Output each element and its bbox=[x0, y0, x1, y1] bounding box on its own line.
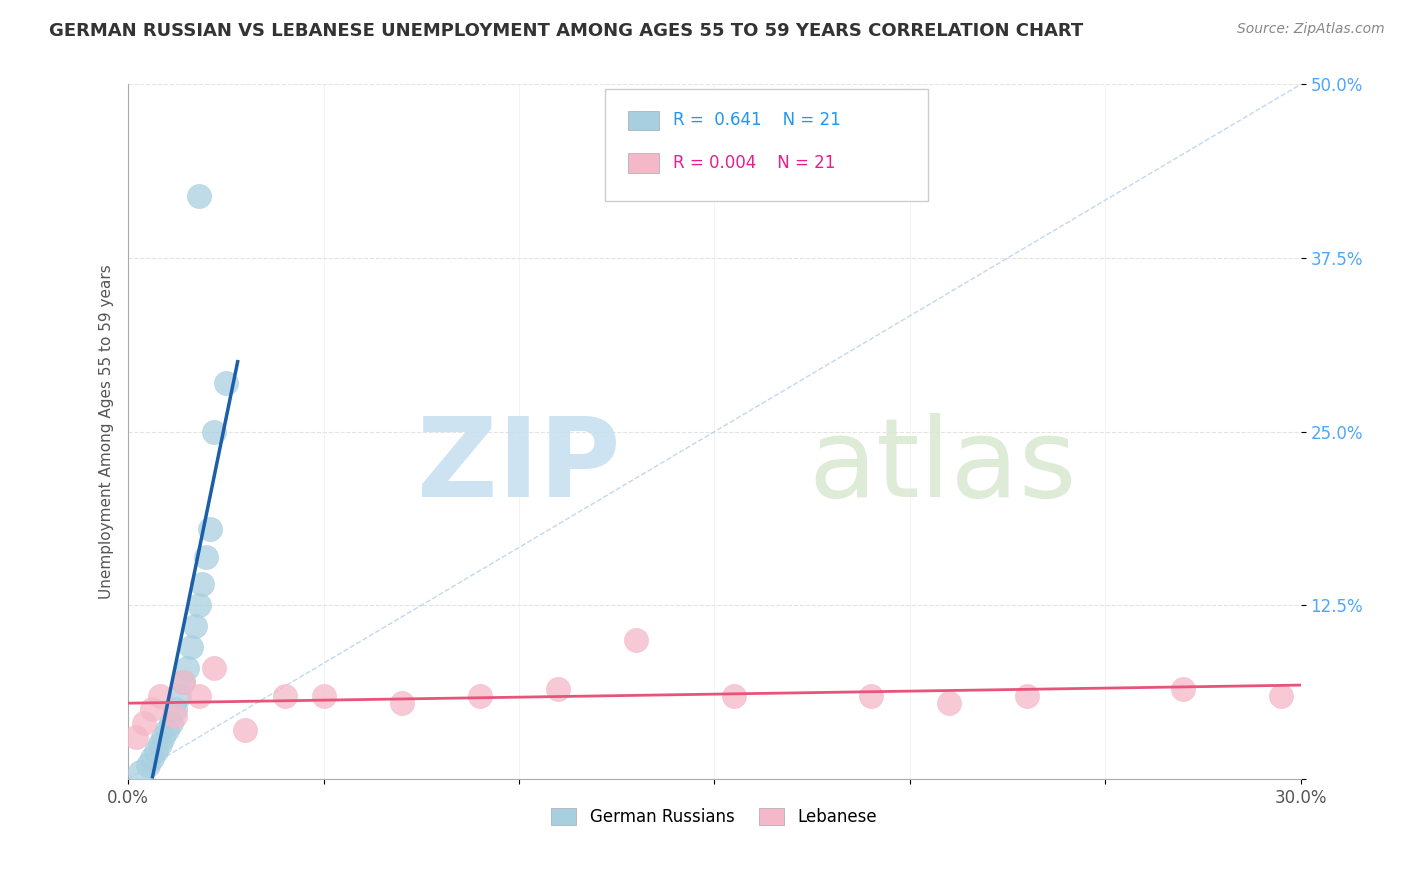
Point bbox=[215, 376, 238, 390]
Point bbox=[183, 619, 205, 633]
Point bbox=[172, 674, 194, 689]
Point bbox=[125, 731, 148, 745]
Text: Source: ZipAtlas.com: Source: ZipAtlas.com bbox=[1237, 22, 1385, 37]
Point bbox=[176, 661, 198, 675]
Text: ZIP: ZIP bbox=[418, 413, 620, 520]
Point bbox=[859, 689, 882, 703]
Point bbox=[136, 758, 159, 772]
Point bbox=[132, 716, 155, 731]
Point bbox=[148, 689, 170, 703]
Point bbox=[141, 751, 163, 765]
Point bbox=[180, 640, 202, 654]
Text: atlas: atlas bbox=[808, 413, 1077, 520]
Point bbox=[200, 522, 222, 536]
Point bbox=[938, 696, 960, 710]
Point bbox=[167, 689, 190, 703]
Point bbox=[723, 689, 745, 703]
Point bbox=[160, 716, 183, 731]
Point bbox=[202, 425, 225, 439]
Point bbox=[273, 689, 295, 703]
Point bbox=[1270, 689, 1292, 703]
Point bbox=[187, 599, 209, 613]
Point bbox=[152, 731, 174, 745]
Legend: German Russians, Lebanese: German Russians, Lebanese bbox=[544, 802, 884, 833]
Text: R =  0.641    N = 21: R = 0.641 N = 21 bbox=[673, 112, 841, 129]
Point bbox=[172, 674, 194, 689]
Point bbox=[626, 633, 648, 648]
Point bbox=[187, 188, 209, 202]
Point bbox=[148, 737, 170, 751]
Text: R = 0.004    N = 21: R = 0.004 N = 21 bbox=[673, 154, 835, 172]
Point bbox=[1173, 681, 1195, 696]
Point bbox=[391, 696, 413, 710]
Text: GERMAN RUSSIAN VS LEBANESE UNEMPLOYMENT AMONG AGES 55 TO 59 YEARS CORRELATION CH: GERMAN RUSSIAN VS LEBANESE UNEMPLOYMENT … bbox=[49, 22, 1084, 40]
Point bbox=[165, 709, 187, 723]
Y-axis label: Unemployment Among Ages 55 to 59 years: Unemployment Among Ages 55 to 59 years bbox=[100, 264, 114, 599]
Point bbox=[312, 689, 335, 703]
Point bbox=[129, 764, 152, 779]
Point bbox=[141, 702, 163, 716]
Point bbox=[468, 689, 491, 703]
Point bbox=[1015, 689, 1038, 703]
Point bbox=[187, 689, 209, 703]
Point bbox=[165, 702, 187, 716]
Point bbox=[145, 744, 167, 758]
Point bbox=[547, 681, 569, 696]
Point bbox=[235, 723, 257, 738]
Point bbox=[202, 661, 225, 675]
Point bbox=[195, 549, 218, 564]
Point bbox=[156, 723, 179, 738]
Point bbox=[191, 577, 214, 591]
